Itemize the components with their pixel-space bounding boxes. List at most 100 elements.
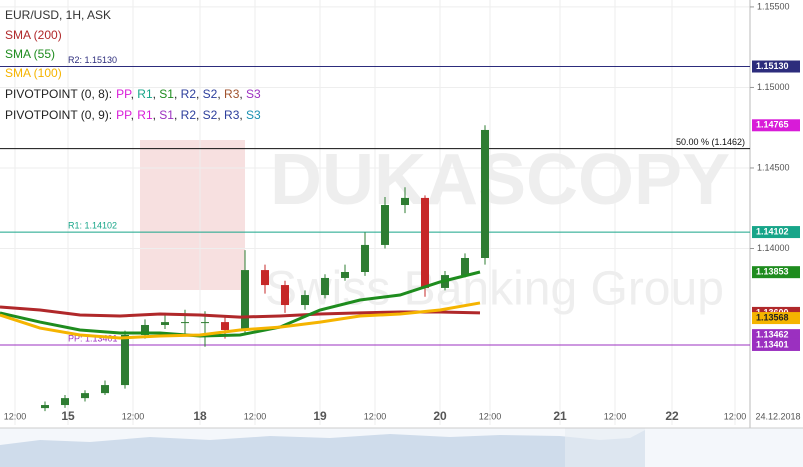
candle-body <box>161 322 169 325</box>
candle-body <box>221 322 229 330</box>
candle-body <box>361 244 369 273</box>
y-tick-label: 1.15000 <box>757 82 790 92</box>
x-tick-label: 12:00 <box>479 411 502 421</box>
separator: , <box>174 87 181 101</box>
separator: , <box>196 108 203 122</box>
legend-entry: SMA (200) <box>5 28 62 42</box>
sma-line <box>0 270 481 338</box>
pivot-legend-label: PIVOTPOINT (0, 9): <box>5 108 112 122</box>
level-label: PP: 1.13401 <box>68 333 118 343</box>
legend-entry: SMA (100) <box>5 66 62 80</box>
pivot-item: S3 <box>246 108 261 122</box>
price-tag <box>752 338 800 351</box>
x-tick-label: 12:00 <box>604 411 627 421</box>
pivot-item: S1 <box>159 108 174 122</box>
watermark-logo <box>140 140 245 290</box>
x-tick-label: 12:00 <box>4 411 27 421</box>
chart-title: EUR/USD, 1H, ASK <box>5 8 111 22</box>
level-label: R2: 1.15130 <box>68 55 117 65</box>
candle-body <box>301 295 309 306</box>
price-tag <box>752 119 800 132</box>
y-tick-label: 1.14000 <box>757 243 790 253</box>
candle-body <box>281 285 289 306</box>
separator: , <box>153 108 160 122</box>
level-label: 50.00 % (1.1462) <box>676 137 745 147</box>
candle-body <box>241 270 249 330</box>
price-tag-label: 1.13462 <box>756 330 789 340</box>
candle-body <box>421 197 429 288</box>
price-tag <box>752 226 800 239</box>
separator: , <box>131 87 138 101</box>
x-tick-label: 22 <box>665 409 679 423</box>
x-tick-label: 12:00 <box>724 411 747 421</box>
pivot-legend-label: PIVOTPOINT (0, 8): <box>5 87 112 101</box>
x-tick-label: 12:00 <box>122 411 145 421</box>
separator: , <box>131 108 138 122</box>
separator: , <box>153 87 160 101</box>
pivot-item: R1 <box>137 87 153 101</box>
pivot-item: PP <box>116 87 132 101</box>
navigator-window <box>565 428 645 467</box>
x-tick-label: 15 <box>61 409 75 423</box>
candle-body <box>321 277 329 296</box>
candle-body <box>401 197 409 206</box>
pivot-item: R3 <box>224 108 240 122</box>
candle-body <box>481 129 489 258</box>
separator: , <box>239 108 246 122</box>
price-tag <box>752 312 800 325</box>
price-tag-label: 1.15130 <box>756 61 789 71</box>
candle-body <box>121 334 129 386</box>
price-tag-label: 1.13401 <box>756 339 789 349</box>
candle-body <box>101 385 109 394</box>
pivot-item: S3 <box>246 87 261 101</box>
candle-body <box>201 322 209 324</box>
candle-body <box>61 398 69 406</box>
pivot-item: S2 <box>203 108 218 122</box>
candle-body <box>341 272 349 278</box>
candle-body <box>81 393 89 399</box>
pivot-item: R3 <box>224 87 240 101</box>
x-tick-label: 19 <box>313 409 327 423</box>
pivot-item: R2 <box>181 87 197 101</box>
price-tag <box>752 266 800 279</box>
watermark-sub: Swiss Banking Group <box>265 263 724 316</box>
pivot-legend: PIVOTPOINT (0, 9): PP, R1, S1, R2, S2, R3… <box>5 108 261 122</box>
pivot-item: PP <box>116 108 132 122</box>
date-label: 24.12.2018 <box>755 411 800 421</box>
x-tick-label: 12:00 <box>244 411 267 421</box>
pivot-item: S2 <box>203 87 218 101</box>
candle-body <box>261 270 269 286</box>
candle-body <box>381 205 389 245</box>
legend-entry: SMA (55) <box>5 47 55 61</box>
candle-body <box>41 405 49 409</box>
sma-line <box>0 301 481 340</box>
pivot-item: R1 <box>137 108 153 122</box>
pivot-legend: PIVOTPOINT (0, 8): PP, R1, S1, R2, S2, R3… <box>5 87 261 101</box>
price-tag <box>752 329 800 342</box>
separator: , <box>217 87 224 101</box>
candle-body <box>141 324 149 335</box>
price-tag <box>752 60 800 73</box>
separator: , <box>239 87 246 101</box>
x-tick-label: 18 <box>193 409 207 423</box>
y-tick-label: 1.14500 <box>757 162 790 172</box>
sma-line <box>0 305 481 319</box>
navigator-area <box>0 430 645 467</box>
price-tag-label: 1.13568 <box>756 312 789 322</box>
separator: , <box>174 108 181 122</box>
watermark: DUKASCOPY <box>270 140 730 220</box>
candle-body <box>461 257 469 276</box>
pivot-item: R2 <box>181 108 197 122</box>
price-tag-label: 1.14102 <box>756 226 789 236</box>
separator: , <box>217 108 224 122</box>
price-tag-label: 1.14765 <box>756 120 789 130</box>
price-tag-label: 1.13853 <box>756 267 789 277</box>
x-tick-label: 20 <box>433 409 447 423</box>
pivot-item: S1 <box>159 87 174 101</box>
separator: , <box>196 87 203 101</box>
y-tick-label: 1.15500 <box>757 1 790 11</box>
candle-body <box>181 322 189 324</box>
x-tick-label: 12:00 <box>364 411 387 421</box>
